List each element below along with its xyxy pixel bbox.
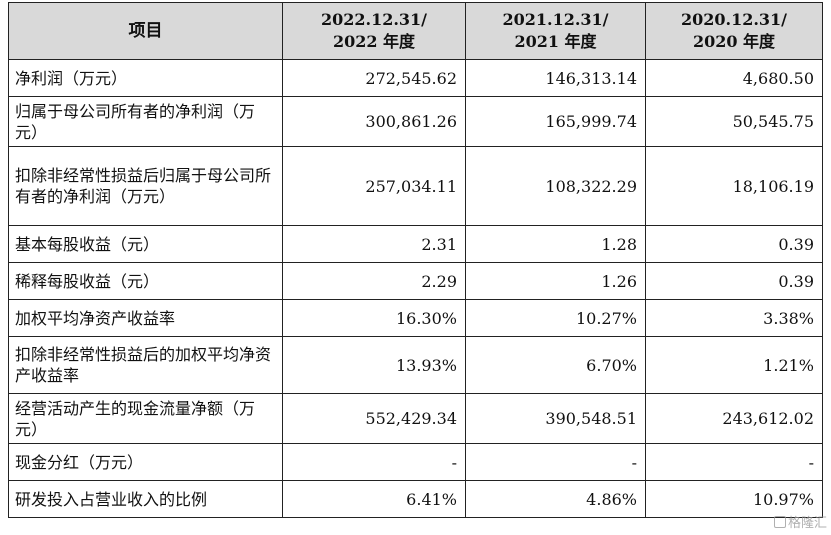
header-2021-date: 2021.12.31/ <box>502 10 609 29</box>
cell-2022: 257,034.11 <box>282 146 466 226</box>
table-row: 加权平均净资产收益率 16.30% 10.27% 3.38% <box>8 299 823 337</box>
cell-2021: 1.26 <box>465 262 646 300</box>
table-body: 净利润（万元） 272,545.62 146,313.14 4,680.50 归… <box>8 59 823 518</box>
row-label: 扣除非经常性损益后归属于母公司所有者的净利润（万元） <box>8 146 283 226</box>
header-2022-date: 2022.12.31/ <box>320 10 428 29</box>
cell-2020: 18,106.19 <box>645 146 823 226</box>
watermark: 格隆汇 <box>773 512 827 531</box>
table-row: 净利润（万元） 272,545.62 146,313.14 4,680.50 <box>8 59 823 97</box>
cell-2021: 108,322.29 <box>465 146 646 226</box>
header-2020: 2020.12.31/ 2020 年度 <box>645 2 823 60</box>
cell-2020: 0.39 <box>645 262 823 300</box>
row-label: 研发投入占营业收入的比例 <box>8 480 283 518</box>
row-label: 稀释每股收益（元） <box>8 262 283 300</box>
header-2021-year: 2021 年度 <box>514 32 597 51</box>
cell-2021: 10.27% <box>465 299 646 337</box>
cell-2020: 4,680.50 <box>645 59 823 97</box>
cell-2022: 16.30% <box>282 299 466 337</box>
header-2020-date: 2020.12.31/ <box>680 10 788 29</box>
cell-2022: 272,545.62 <box>282 59 466 97</box>
header-2020-year: 2020 年度 <box>692 32 776 51</box>
table-header: 项目 2022.12.31/ 2022 年度 2021.12.31/ 2021 … <box>8 2 823 60</box>
row-label: 扣除非经常性损益后的加权平均净资产收益率 <box>8 336 283 394</box>
financial-indicators-table: 项目 2022.12.31/ 2022 年度 2021.12.31/ 2021 … <box>8 2 823 518</box>
row-label: 基本每股收益（元） <box>8 225 283 263</box>
row-label: 经营活动产生的现金流量净额（万元） <box>8 393 283 444</box>
table-row: 基本每股收益（元） 2.31 1.28 0.39 <box>8 225 823 263</box>
header-2022: 2022.12.31/ 2022 年度 <box>282 2 466 60</box>
cell-2021: 6.70% <box>465 336 646 394</box>
cell-2022: - <box>282 443 466 481</box>
cell-2022: 2.29 <box>282 262 466 300</box>
table-row: 经营活动产生的现金流量净额（万元） 552,429.34 390,548.51 … <box>8 393 823 444</box>
cell-2020: 0.39 <box>645 225 823 263</box>
cell-2022: 552,429.34 <box>282 393 466 444</box>
header-2022-year: 2022 年度 <box>332 32 416 51</box>
watermark-logo-icon <box>773 516 786 528</box>
cell-2021: 1.28 <box>465 225 646 263</box>
cell-2021: 165,999.74 <box>465 96 646 147</box>
table-row: 归属于母公司所有者的净利润（万元） 300,861.26 165,999.74 … <box>8 96 823 147</box>
cell-2020: 50,545.75 <box>645 96 823 147</box>
cell-2021: 4.86% <box>465 480 646 518</box>
table-row: 稀释每股收益（元） 2.29 1.26 0.39 <box>8 262 823 300</box>
cell-2021: 146,313.14 <box>465 59 646 97</box>
cell-2020: 3.38% <box>645 299 823 337</box>
row-label: 净利润（万元） <box>8 59 283 97</box>
watermark-text: 格隆汇 <box>787 516 827 531</box>
cell-2020: - <box>645 443 823 481</box>
cell-2020: 1.21% <box>645 336 823 394</box>
header-item: 项目 <box>8 2 283 60</box>
cell-2021: 390,548.51 <box>465 393 646 444</box>
cell-2020: 243,612.02 <box>645 393 823 444</box>
table-row: 扣除非经常性损益后的加权平均净资产收益率 13.93% 6.70% 1.21% <box>8 336 823 394</box>
cell-2021: - <box>465 443 646 481</box>
cell-2020: 10.97% <box>645 480 823 518</box>
table-row: 研发投入占营业收入的比例 6.41% 4.86% 10.97% <box>8 480 823 518</box>
table-row: 扣除非经常性损益后归属于母公司所有者的净利润（万元） 257,034.11 10… <box>8 146 823 226</box>
header-2021: 2021.12.31/ 2021 年度 <box>465 2 646 60</box>
cell-2022: 13.93% <box>282 336 466 394</box>
row-label: 现金分红（万元） <box>8 443 283 481</box>
cell-2022: 300,861.26 <box>282 96 466 147</box>
row-label: 归属于母公司所有者的净利润（万元） <box>8 96 283 147</box>
cell-2022: 6.41% <box>282 480 466 518</box>
row-label: 加权平均净资产收益率 <box>8 299 283 337</box>
cell-2022: 2.31 <box>282 225 466 263</box>
table-row: 现金分红（万元） - - - <box>8 443 823 481</box>
